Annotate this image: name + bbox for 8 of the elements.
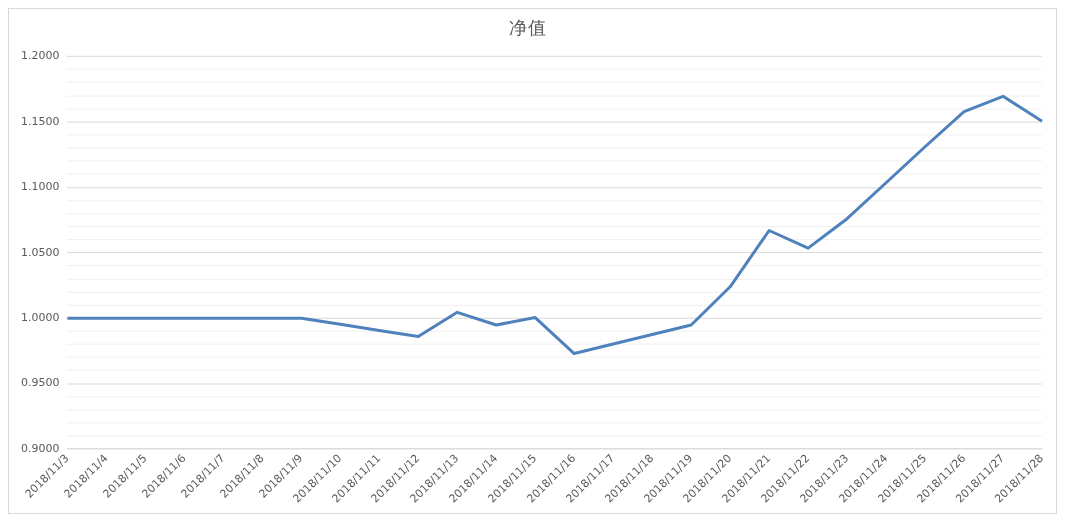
- y-tick-label: 1.1000: [21, 180, 60, 194]
- y-tick-label: 0.9500: [21, 376, 60, 390]
- y-tick-label: 1.0500: [21, 245, 60, 259]
- y-tick-label: 1.1500: [21, 114, 60, 128]
- y-tick-label: 1.0000: [21, 311, 60, 325]
- chart-title: 净值: [509, 17, 546, 39]
- y-tick-label: 0.9000: [21, 441, 60, 455]
- y-tick-label: 1.2000: [21, 49, 60, 63]
